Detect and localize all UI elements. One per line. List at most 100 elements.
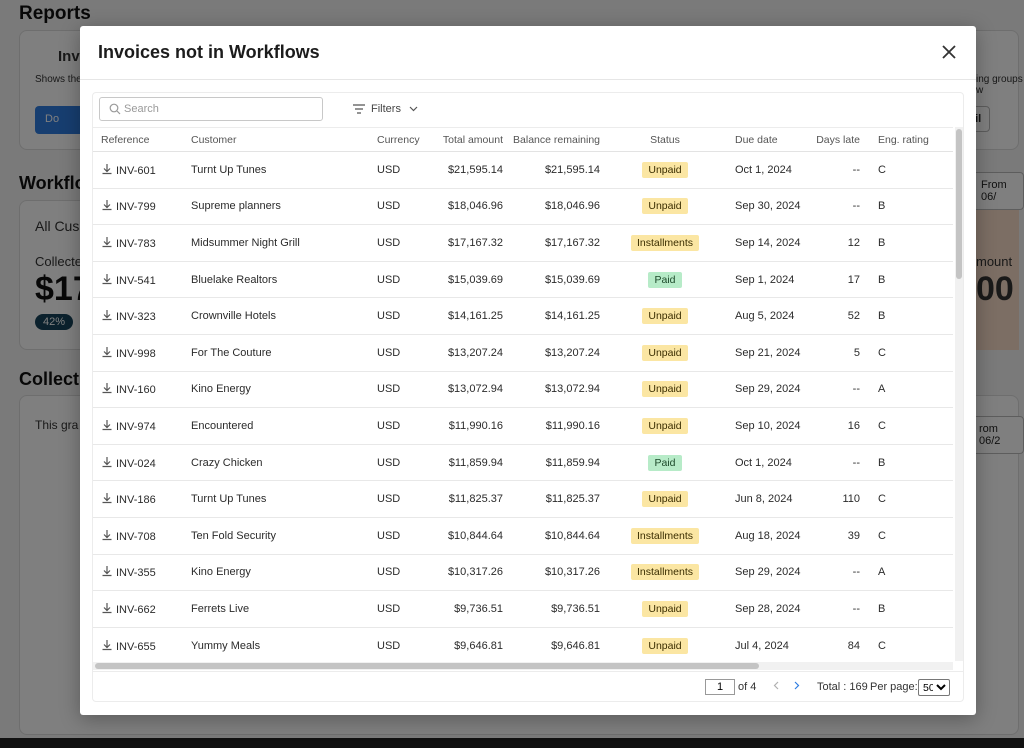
cell-due-date: Sep 1, 2024 bbox=[730, 261, 812, 299]
download-icon[interactable] bbox=[101, 236, 113, 248]
download-icon[interactable] bbox=[101, 529, 113, 541]
column-header-due-date[interactable]: Due date bbox=[730, 127, 812, 152]
cell-reference[interactable]: INV-783 bbox=[93, 224, 181, 262]
table-row[interactable]: INV-662 Ferrets Live USD $9,736.51 $9,736.51… bbox=[93, 590, 953, 628]
page-number-input[interactable] bbox=[705, 679, 735, 695]
status-badge: Installments bbox=[630, 564, 700, 581]
table-row[interactable]: INV-601 Turnt Up Tunes USD $21,595.14 $21,59… bbox=[93, 151, 953, 189]
cell-days-late: 52 bbox=[812, 297, 860, 335]
search-input[interactable] bbox=[124, 100, 314, 118]
invoice-reference: INV-160 bbox=[116, 384, 156, 397]
table-row[interactable]: INV-799 Supreme planners USD $18,046.96 $18,… bbox=[93, 188, 953, 226]
table-row[interactable]: INV-323 Crownville Hotels USD $14,161.25 $14… bbox=[93, 297, 953, 335]
cell-reference[interactable]: INV-541 bbox=[93, 261, 181, 299]
filters-label: Filters bbox=[371, 103, 401, 115]
cell-customer: Turnt Up Tunes bbox=[181, 480, 367, 518]
column-header-customer[interactable]: Customer bbox=[181, 127, 367, 152]
cell-customer: Turnt Up Tunes bbox=[181, 151, 367, 189]
total-count-label: Total : 169 bbox=[817, 681, 868, 693]
table-row[interactable]: INV-541 Bluelake Realtors USD $15,039.69 $15… bbox=[93, 261, 953, 299]
cell-days-late: 12 bbox=[812, 224, 860, 262]
modal-title: Invoices not in Workflows bbox=[98, 42, 320, 62]
cell-due-date: Aug 18, 2024 bbox=[730, 517, 812, 555]
cell-reference[interactable]: INV-323 bbox=[93, 297, 181, 335]
horizontal-scrollbar-thumb[interactable] bbox=[95, 663, 759, 669]
table-row[interactable]: INV-974 Encountered USD $11,990.16 $11,990.1… bbox=[93, 407, 953, 445]
cell-reference[interactable]: INV-186 bbox=[93, 480, 181, 518]
download-icon[interactable] bbox=[101, 346, 113, 358]
table-row[interactable]: INV-708 Ten Fold Security USD $10,844.64 $10… bbox=[93, 517, 953, 555]
horizontal-scrollbar[interactable] bbox=[93, 662, 953, 670]
cell-reference[interactable]: INV-601 bbox=[93, 151, 181, 189]
invoice-reference: INV-323 bbox=[116, 311, 156, 324]
table-row[interactable]: INV-024 Crazy Chicken USD $11,859.94 $11,859… bbox=[93, 444, 953, 482]
status-badge: Unpaid bbox=[642, 600, 688, 617]
table-row[interactable]: INV-655 Yummy Meals USD $9,646.81 $9,646.81 U… bbox=[93, 627, 953, 665]
filters-button[interactable]: Filters bbox=[353, 101, 418, 117]
cell-status: Paid bbox=[600, 261, 730, 299]
download-icon[interactable] bbox=[101, 639, 113, 651]
download-icon[interactable] bbox=[101, 565, 113, 577]
invoice-reference: INV-662 bbox=[116, 603, 156, 616]
per-page-select[interactable]: 50 bbox=[918, 679, 950, 696]
column-header-balance-remaining[interactable]: Balance remaining bbox=[503, 127, 600, 152]
cell-currency: USD bbox=[367, 444, 423, 482]
invoice-reference: INV-655 bbox=[116, 640, 156, 653]
table-row[interactable]: INV-160 Kino Energy USD $13,072.94 $13,072.9… bbox=[93, 371, 953, 409]
download-icon[interactable] bbox=[101, 419, 113, 431]
cell-reference[interactable]: INV-355 bbox=[93, 554, 181, 592]
column-header-currency[interactable]: Currency bbox=[367, 127, 423, 152]
cell-eng-rating: B bbox=[860, 224, 953, 262]
column-header-status[interactable]: Status bbox=[600, 127, 730, 152]
download-icon[interactable] bbox=[101, 382, 113, 394]
cell-eng-rating: C bbox=[860, 480, 953, 518]
table-row[interactable]: INV-355 Kino Energy USD $10,317.26 $10,317.2… bbox=[93, 554, 953, 592]
download-icon[interactable] bbox=[101, 309, 113, 321]
download-icon[interactable] bbox=[101, 273, 113, 285]
cell-customer: Midsummer Night Grill bbox=[181, 224, 367, 262]
cell-reference[interactable]: INV-974 bbox=[93, 407, 181, 445]
download-icon[interactable] bbox=[101, 602, 113, 614]
table-row[interactable]: INV-186 Turnt Up Tunes USD $11,825.37 $11,82… bbox=[93, 480, 953, 518]
cell-total-amount: $11,825.37 bbox=[423, 480, 503, 518]
cell-total-amount: $21,595.14 bbox=[423, 151, 503, 189]
cell-days-late: 5 bbox=[812, 334, 860, 372]
cell-reference[interactable]: INV-799 bbox=[93, 188, 181, 226]
cell-reference[interactable]: INV-024 bbox=[93, 444, 181, 482]
cell-currency: USD bbox=[367, 188, 423, 226]
next-page-button[interactable] bbox=[794, 679, 800, 693]
column-header-reference[interactable]: Reference bbox=[93, 127, 181, 152]
table-row[interactable]: INV-783 Midsummer Night Grill USD $17,167.3… bbox=[93, 224, 953, 262]
invoice-reference: INV-355 bbox=[116, 567, 156, 580]
search-icon bbox=[109, 103, 121, 115]
cell-eng-rating: A bbox=[860, 371, 953, 409]
download-icon[interactable] bbox=[101, 199, 113, 211]
column-header-total-amount[interactable]: Total amount bbox=[423, 127, 503, 152]
bottom-bar bbox=[0, 738, 1024, 748]
cell-days-late: -- bbox=[812, 444, 860, 482]
cell-reference[interactable]: INV-998 bbox=[93, 334, 181, 372]
prev-page-button[interactable] bbox=[773, 679, 779, 693]
cell-days-late: -- bbox=[812, 151, 860, 189]
cell-status: Unpaid bbox=[600, 151, 730, 189]
cell-reference[interactable]: INV-655 bbox=[93, 627, 181, 665]
vertical-scrollbar[interactable] bbox=[955, 127, 963, 661]
filter-lines-icon bbox=[353, 104, 365, 114]
cell-reference[interactable]: INV-160 bbox=[93, 371, 181, 409]
cell-reference[interactable]: INV-662 bbox=[93, 590, 181, 628]
invoices-modal: Invoices not in Workflows Filters bbox=[80, 26, 976, 715]
cell-total-amount: $11,990.16 bbox=[423, 407, 503, 445]
download-icon[interactable] bbox=[101, 163, 113, 175]
close-button[interactable] bbox=[938, 41, 960, 63]
cell-customer: Crownville Hotels bbox=[181, 297, 367, 335]
invoices-table-container[interactable]: Reference Customer Currency Total amount… bbox=[93, 127, 953, 665]
column-header-days-late[interactable]: Days late bbox=[812, 127, 860, 152]
cell-customer: Kino Energy bbox=[181, 371, 367, 409]
column-header-eng-rating[interactable]: Eng. rating bbox=[860, 127, 953, 152]
cell-reference[interactable]: INV-708 bbox=[93, 517, 181, 555]
table-row[interactable]: INV-998 For The Couture USD $13,207.24 $13,2… bbox=[93, 334, 953, 372]
download-icon[interactable] bbox=[101, 456, 113, 468]
download-icon[interactable] bbox=[101, 492, 113, 504]
vertical-scrollbar-thumb[interactable] bbox=[956, 129, 962, 279]
cell-status: Unpaid bbox=[600, 371, 730, 409]
